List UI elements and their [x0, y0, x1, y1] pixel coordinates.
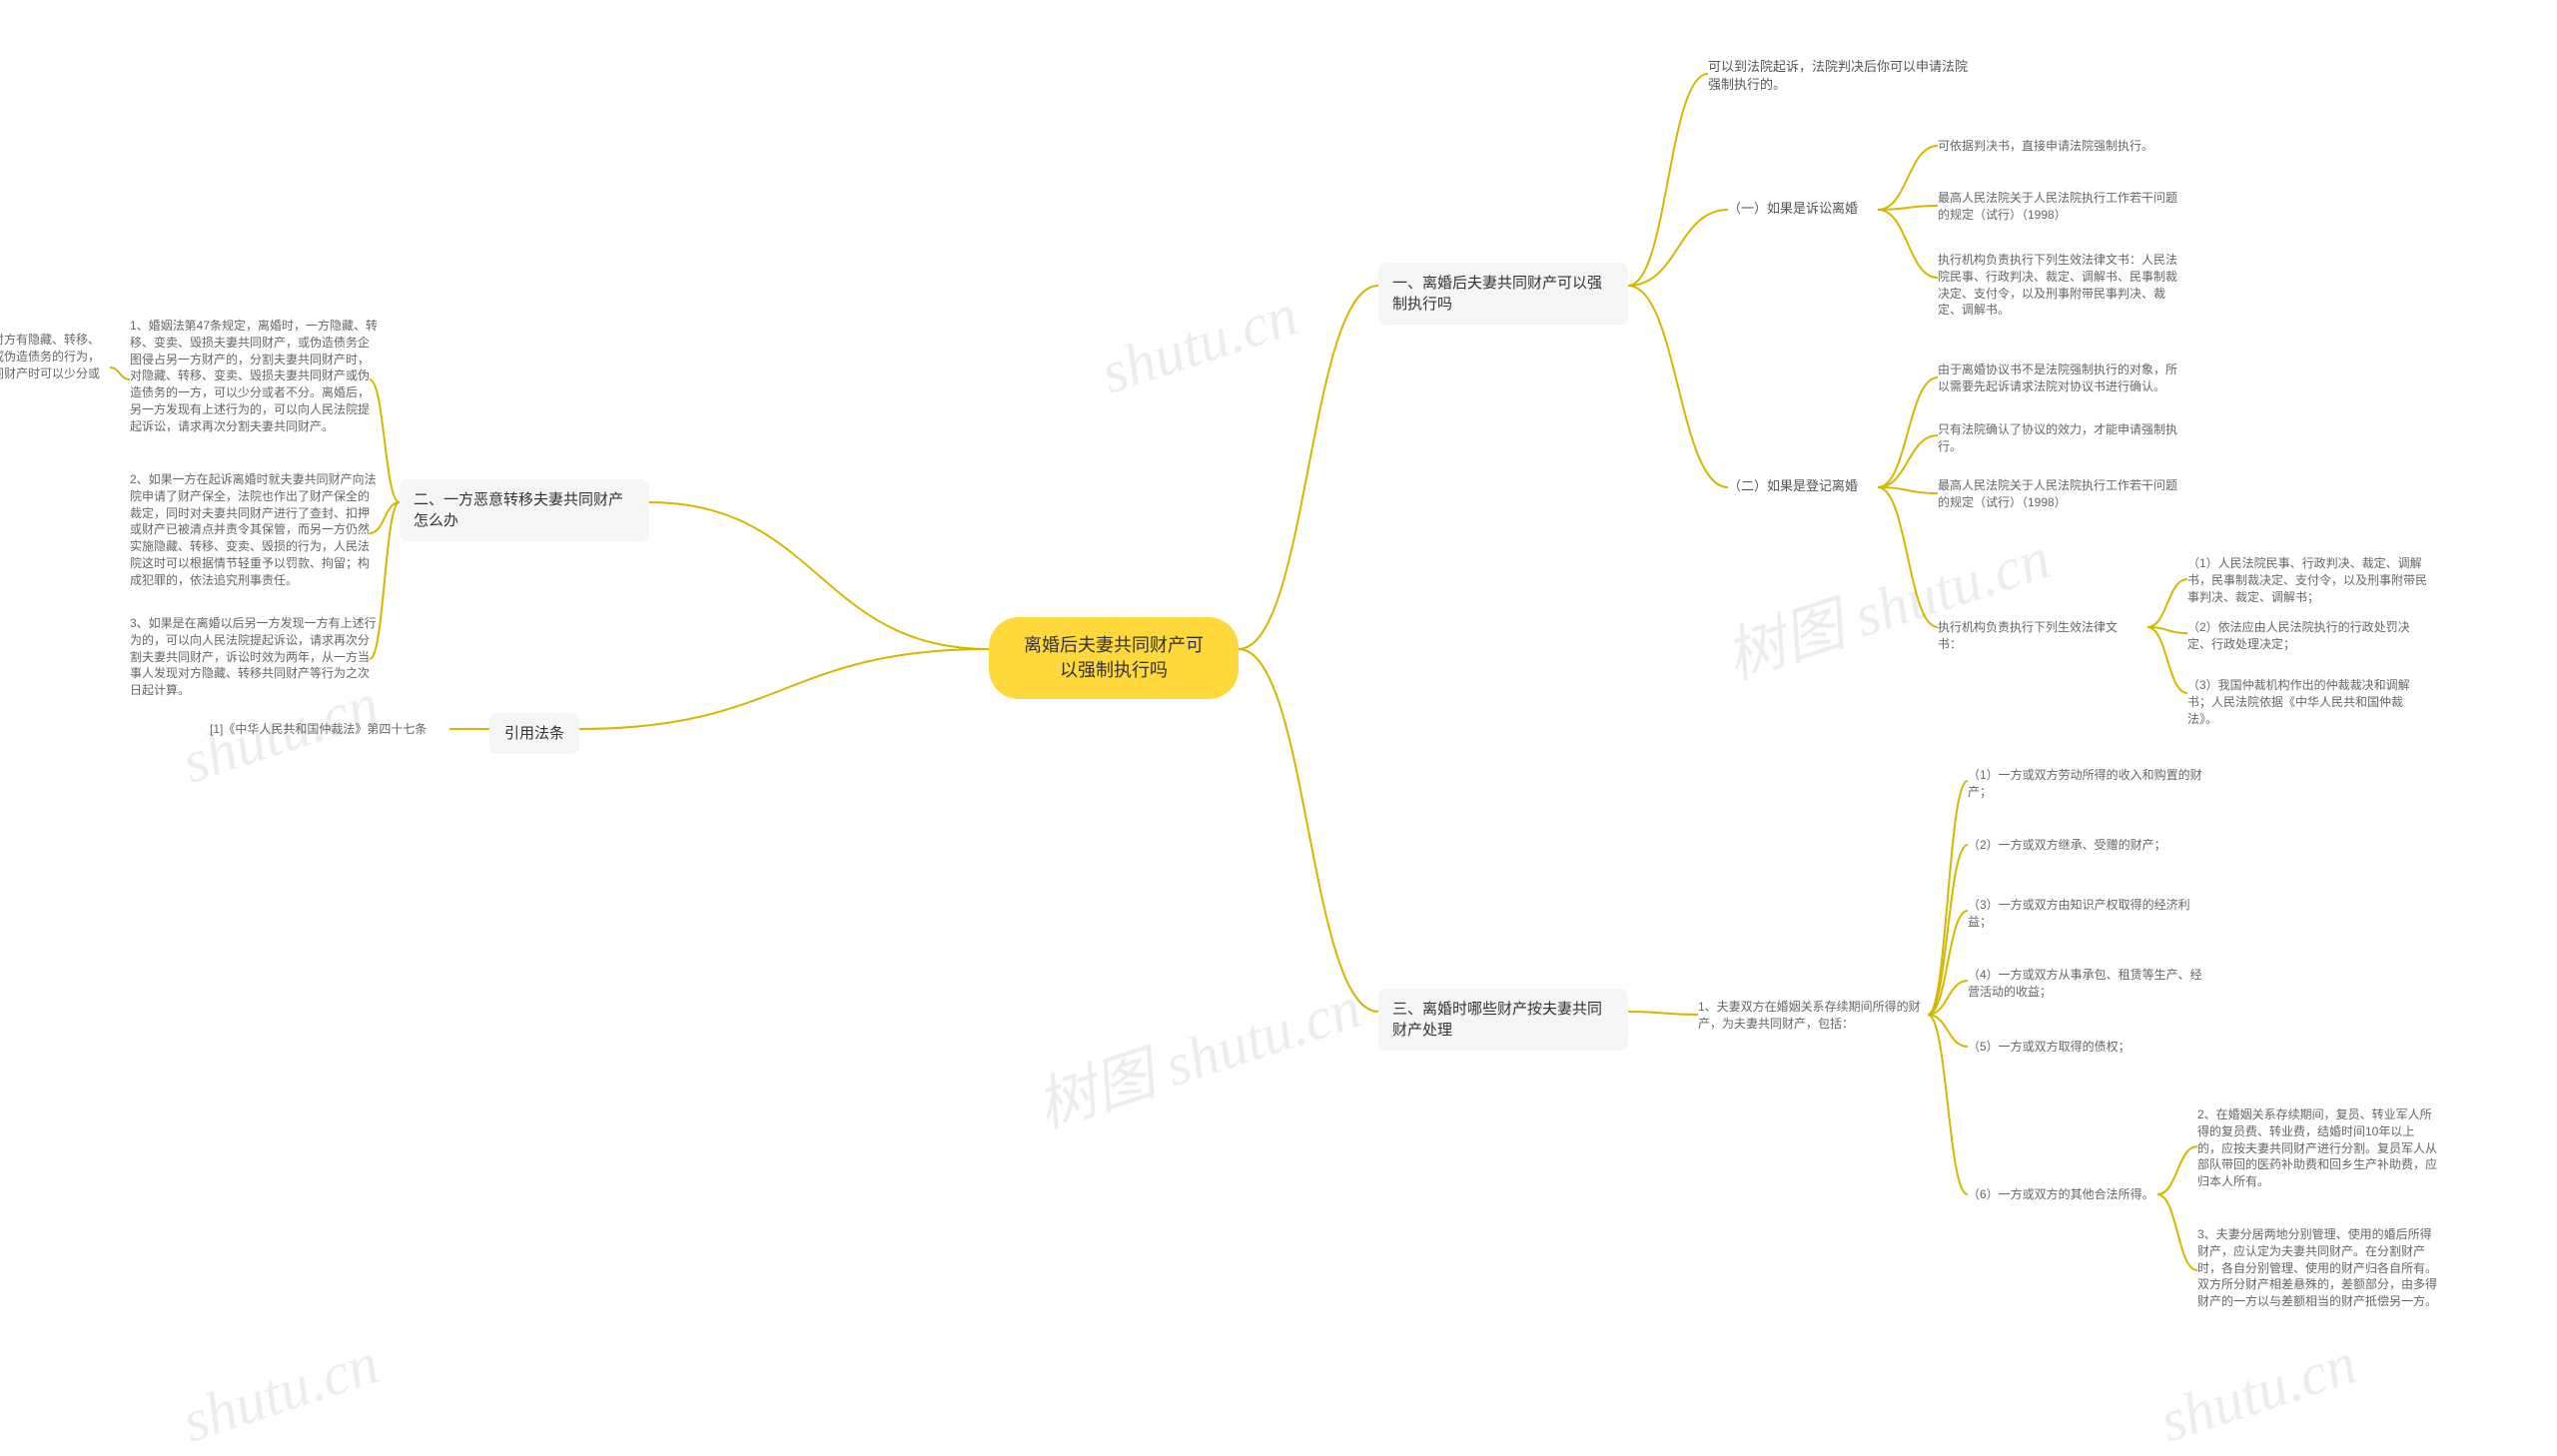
leaf-n2b[interactable]: 2、如果一方在起诉离婚时就夫妻共同财产向法院申请了财产保全，法院也作出了财产保全… — [130, 471, 380, 589]
leaf-n3a5[interactable]: （5）一方或双方取得的债权； — [1968, 1039, 2131, 1056]
leaf-n1a[interactable]: 可以到法院起诉，法院判决后你可以申请法院强制执行的。 — [1708, 58, 1968, 94]
leaf-n2a[interactable]: 1、婚姻法第47条规定，离婚时，一方隐藏、转移、变卖、毁损夫妻共同财产，或伪造债… — [130, 318, 380, 435]
leaf-n1b3[interactable]: 执行机构负责执行下列生效法律文书：人民法院民事、行政判决、裁定、调解书、民事制裁… — [1938, 252, 2177, 319]
branch-2[interactable]: 二、一方恶意转移夫妻共同财产怎么办 — [400, 479, 649, 541]
branch-label: 三、离婚时哪些财产按夫妻共同财产处理 — [1392, 1001, 1602, 1039]
watermark: shutu.cn — [1093, 281, 1305, 408]
watermark: shutu.cn — [174, 1329, 387, 1456]
leaf-n1c[interactable]: （二）如果是登记离婚 — [1728, 477, 1858, 495]
leaf-n3a1[interactable]: （1）一方或双方劳动所得的收入和购置的财产； — [1968, 767, 2207, 801]
leaf-n3a6b[interactable]: 3、夫妻分居两地分别管理、使用的婚后所得财产，应认定为夫妻共同财产。在分割财产时… — [2197, 1226, 2437, 1310]
leaf-n1c3[interactable]: 最高人民法院关于人民法院执行工作若干问题的规定（试行）（1998） — [1938, 477, 2177, 511]
leaf-n1c4b[interactable]: （2）依法应由人民法院执行的行政处罚决定、行政处理决定； — [2187, 619, 2427, 653]
leaf-n1c1[interactable]: 由于离婚协议书不是法院强制执行的对象，所以需要先起诉请求法院对协议书进行确认。 — [1938, 362, 2177, 395]
branch-label: 二、一方恶意转移夫妻共同财产怎么办 — [414, 491, 623, 529]
leaf-n3a2[interactable]: （2）一方或双方继承、受赠的财产； — [1968, 837, 2166, 854]
leaf-n3a4[interactable]: （4）一方或双方从事承包、租赁等生产、经营活动的收益； — [1968, 967, 2207, 1001]
branch-label: 引用法条 — [504, 725, 564, 742]
watermark: 树图 shutu.cn — [1713, 509, 2060, 696]
branch-label: 一、离婚后夫妻共同财产可以强制执行吗 — [1392, 275, 1602, 313]
branch-4[interactable]: 引用法条 — [489, 713, 579, 754]
leaf-n3a3[interactable]: （3）一方或双方由知识产权取得的经济利益； — [1968, 897, 2207, 931]
root-label: 离婚后夫妻共同财产可以强制执行吗 — [1024, 635, 1204, 680]
leaf-n2a-left[interactable]: 如果是在离婚诉讼中发现对方有隐藏、转移、变卖、毁损夫妻共同财产或伪造债务的行为，… — [0, 332, 110, 398]
branch-3[interactable]: 三、离婚时哪些财产按夫妻共同财产处理 — [1378, 989, 1628, 1051]
leaf-n1b2[interactable]: 最高人民法院关于人民法院执行工作若干问题的规定（试行）（1998） — [1938, 190, 2177, 224]
leaf-n1c2[interactable]: 只有法院确认了协议的效力，才能申请强制执行。 — [1938, 421, 2177, 455]
leaf-n3a6a[interactable]: 2、在婚姻关系存续期间，复员、转业军人所得的复员费、转业费，结婚时间10年以上的… — [2197, 1106, 2437, 1190]
leaf-n1c4[interactable]: 执行机构负责执行下列生效法律文书： — [1938, 619, 2137, 653]
watermark: shutu.cn — [2151, 1329, 2364, 1456]
watermark: 树图 shutu.cn — [1024, 959, 1370, 1145]
branch-1[interactable]: 一、离婚后夫妻共同财产可以强制执行吗 — [1378, 263, 1628, 325]
root-node[interactable]: 离婚后夫妻共同财产可以强制执行吗 — [989, 617, 1239, 699]
leaf-n2c[interactable]: 3、如果是在离婚以后另一方发现一方有上述行为的，可以向人民法院提起诉讼，请求再次… — [130, 615, 380, 699]
leaf-n1c4c[interactable]: （3）我国仲裁机构作出的仲裁裁决和调解书；人民法院依据《中华人民共和国仲裁法》。 — [2187, 677, 2427, 727]
leaf-n1b1[interactable]: 可依据判决书，直接申请法院强制执行。 — [1938, 138, 2153, 155]
leaf-n1c4a[interactable]: （1）人民法院民事、行政判决、裁定、调解书，民事制裁决定、支付令，以及刑事附带民… — [2187, 555, 2427, 605]
leaf-n3a6[interactable]: （6）一方或双方的其他合法所得。 — [1968, 1186, 2154, 1203]
leaf-n4a[interactable]: [1]《中华人民共和国仲裁法》第四十七条 — [210, 721, 426, 738]
leaf-n1b[interactable]: （一）如果是诉讼离婚 — [1728, 200, 1858, 218]
leaf-n3a[interactable]: 1、夫妻双方在婚姻关系存续期间所得的财产，为夫妻共同财产，包括： — [1698, 999, 1928, 1033]
